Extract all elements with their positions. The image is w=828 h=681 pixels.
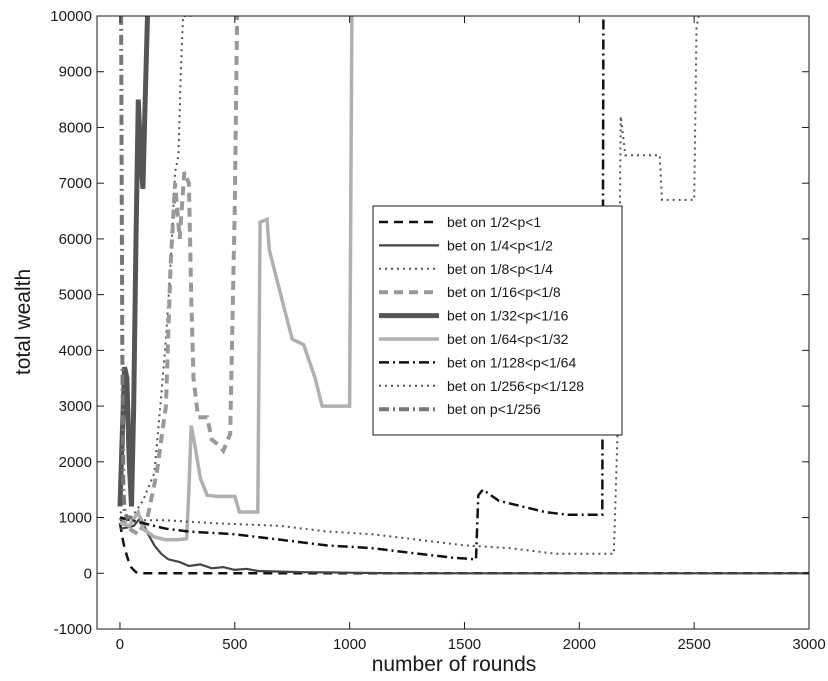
- axis-ticks: 0 500 1000 1500 2000 2500 3000 -1000 0 1000 2000 30…: [50, 8, 825, 653]
- y-tick-label: 10000: [50, 8, 92, 25]
- series-line-4: [118, 16, 240, 538]
- y-tick-label: 5000: [59, 287, 92, 304]
- x-tick-label: 1500: [448, 636, 481, 653]
- series-line-7: [119, 16, 605, 561]
- legend-label-5: bet on 1/32<p<1/16: [447, 308, 569, 324]
- x-axis-title: number of rounds: [372, 653, 537, 676]
- x-tick-label: 2000: [563, 636, 596, 653]
- legend-box: [372, 205, 623, 436]
- y-tick-label: 4000: [59, 342, 92, 359]
- x-tick-label: 3000: [792, 636, 825, 653]
- x-tick-label: 500: [222, 636, 247, 653]
- legend-label-6: bet on 1/64<p<1/32: [447, 331, 569, 347]
- legend: bet on 1/2<p<1 bet on 1/4<p<1/2 bet on 1/8…: [372, 205, 623, 436]
- x-tick-label: 2500: [677, 636, 710, 653]
- y-tick-label: 6000: [59, 231, 92, 248]
- series-layer: [117, 16, 809, 575]
- series-line-5: [117, 16, 150, 507]
- y-tick-label: 2000: [59, 454, 92, 471]
- y-axis-title: total wealth: [12, 269, 35, 375]
- plot-area-frame: [96, 15, 810, 630]
- y-tick-label: 3000: [59, 398, 92, 415]
- series-line-8: [120, 16, 700, 555]
- y-tick-label: 7000: [59, 175, 92, 192]
- legend-label-3: bet on 1/8<p<1/4: [447, 261, 553, 277]
- y-tick-label: 0: [84, 565, 92, 582]
- y-tick-label: -1000: [54, 621, 92, 638]
- legend-label-4: bet on 1/16<p<1/8: [447, 284, 561, 300]
- legend-label-2: bet on 1/4<p<1/2: [447, 237, 553, 253]
- x-tick-label: 0: [116, 636, 124, 653]
- y-tick-label: 1000: [59, 510, 92, 527]
- legend-label-1: bet on 1/2<p<1: [447, 214, 541, 230]
- x-tick-label: 1000: [333, 636, 366, 653]
- y-tick-label: 8000: [59, 119, 92, 136]
- legend-label-8: bet on 1/256<p<1/128: [447, 378, 584, 394]
- series-line-6: [119, 16, 354, 542]
- y-tick-label: 9000: [59, 64, 92, 81]
- series-line-9: [119, 16, 132, 520]
- legend-label-9: bet on p<1/256: [447, 401, 541, 417]
- legend-label-7: bet on 1/128<p<1/64: [447, 354, 576, 370]
